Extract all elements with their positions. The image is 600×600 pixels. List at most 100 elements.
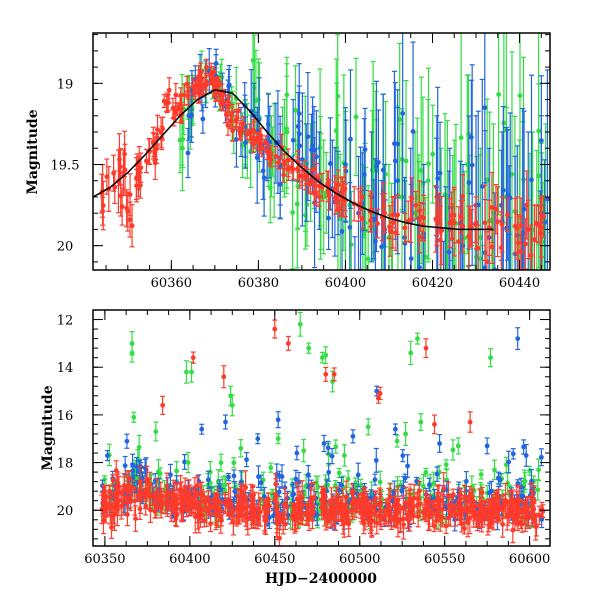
data-point	[498, 245, 504, 251]
data-point	[446, 249, 452, 255]
data-point	[221, 100, 226, 106]
data-point	[110, 478, 116, 483]
data-point	[496, 92, 502, 97]
data-point	[334, 194, 340, 200]
data-point	[258, 480, 264, 486]
data-point	[529, 177, 534, 183]
data-point	[392, 158, 398, 164]
data-point	[261, 175, 267, 181]
data-point	[177, 137, 183, 143]
data-point	[226, 474, 231, 480]
data-point	[443, 462, 449, 468]
data-point	[347, 224, 353, 230]
data-point	[259, 145, 265, 151]
data-point	[375, 221, 380, 227]
data-point	[515, 240, 521, 246]
data-point	[467, 515, 473, 521]
data-point	[238, 126, 244, 132]
data-point	[361, 172, 367, 177]
data-point	[439, 228, 445, 233]
data-point	[463, 478, 469, 484]
data-point	[325, 445, 331, 451]
data-point	[157, 471, 163, 476]
data-point	[305, 472, 311, 478]
data-point	[208, 521, 213, 527]
data-point	[258, 133, 264, 139]
data-point	[112, 184, 118, 190]
data-point	[177, 103, 183, 109]
data-point	[473, 283, 478, 288]
data-point	[506, 459, 512, 465]
data-point	[414, 478, 420, 484]
data-point	[447, 220, 453, 226]
data-point	[345, 476, 351, 482]
data-point	[339, 229, 345, 234]
data-point	[335, 93, 341, 99]
data-point	[136, 468, 142, 474]
data-point	[482, 105, 488, 111]
data-point	[311, 167, 317, 172]
data-point	[255, 139, 261, 145]
data-point	[343, 162, 348, 167]
data-point	[447, 313, 452, 318]
data-point	[468, 134, 474, 140]
top-y-tick-label: 20	[57, 240, 74, 255]
data-point	[136, 169, 142, 175]
data-point	[399, 194, 405, 200]
data-point	[538, 231, 544, 236]
data-point	[505, 212, 510, 218]
data-point	[182, 459, 188, 465]
top-y-axis-label: Magnitude	[25, 109, 41, 194]
data-point	[507, 195, 513, 201]
data-point	[434, 218, 440, 224]
data-point	[431, 480, 437, 486]
top-panel: 60360 60380 60400 60420 60440 19 19.5 20 Magnit…	[25, 32, 551, 347]
data-point	[233, 137, 239, 142]
data-point	[333, 444, 339, 449]
data-point	[216, 90, 222, 96]
data-point	[355, 472, 361, 478]
data-point	[397, 117, 403, 122]
data-point	[268, 151, 274, 157]
data-point	[405, 463, 410, 469]
data-point	[260, 168, 266, 174]
data-point	[492, 467, 497, 473]
data-point	[129, 223, 135, 229]
data-point	[450, 301, 455, 306]
data-point	[421, 483, 426, 489]
data-point	[203, 64, 209, 70]
data-point	[484, 259, 490, 265]
bottom-plot-area	[99, 311, 546, 546]
data-point	[353, 114, 359, 120]
data-point	[402, 475, 408, 481]
top-x-tick-label: 60380	[238, 276, 279, 291]
data-point	[208, 72, 213, 78]
data-point	[264, 149, 270, 154]
data-point	[479, 490, 485, 496]
data-point	[117, 157, 122, 162]
data-point	[520, 342, 525, 347]
data-point	[299, 173, 305, 179]
data-point	[144, 158, 149, 164]
data-point	[173, 92, 179, 98]
data-point	[420, 509, 426, 515]
data-point	[174, 468, 179, 474]
data-point	[326, 215, 331, 221]
data-point	[316, 183, 322, 188]
data-point	[533, 220, 539, 226]
data-point	[248, 108, 254, 114]
data-point	[452, 517, 458, 522]
top-plot-frame	[92, 32, 551, 271]
data-point	[495, 475, 501, 481]
data-point	[522, 241, 528, 247]
data-point	[377, 479, 383, 485]
data-point	[382, 210, 388, 216]
data-point	[290, 166, 296, 172]
data-point	[286, 167, 291, 173]
data-point	[295, 166, 300, 172]
data-point	[381, 203, 387, 209]
data-point	[277, 473, 282, 479]
data-point	[473, 220, 479, 226]
data-point	[164, 483, 170, 489]
data-point	[138, 165, 144, 171]
